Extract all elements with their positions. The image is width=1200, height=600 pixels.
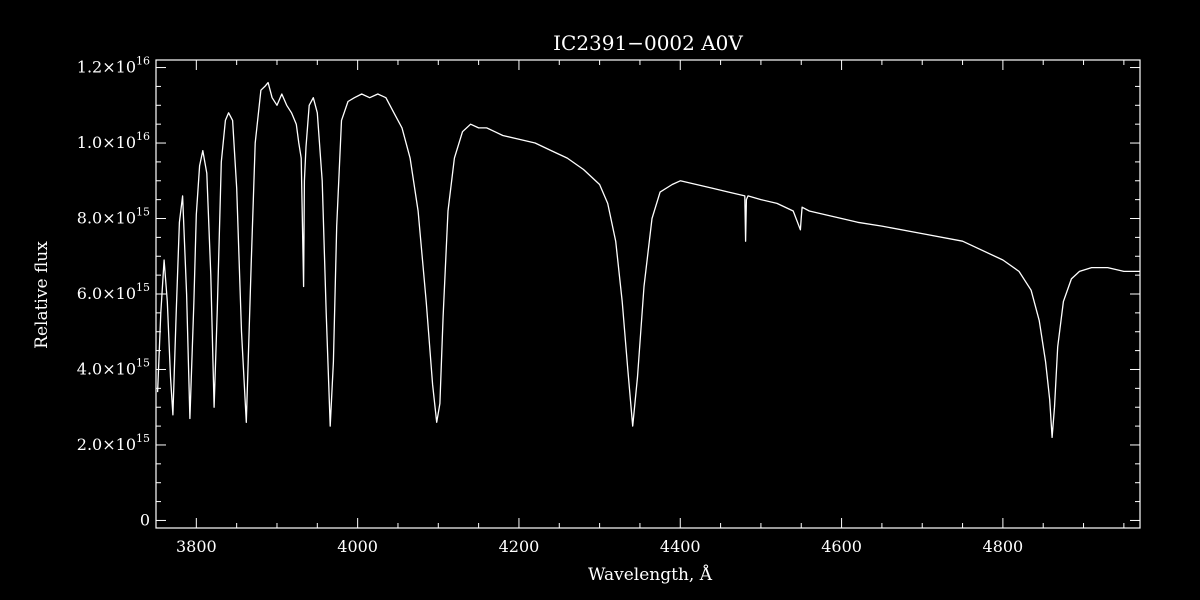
x-tick-label: 4800 (983, 537, 1024, 556)
chart-title: IC2391−0002 A0V (553, 31, 743, 55)
y-tick-label: 1.0×1016 (77, 130, 150, 152)
y-tick-label: 2.0×1015 (77, 432, 150, 454)
x-axis-title: Wavelength, Å (588, 564, 713, 585)
y-tick-label: 8.0×1015 (77, 206, 150, 228)
x-tick-label: 4200 (499, 537, 540, 556)
y-tick-label: 6.0×1015 (77, 281, 150, 303)
y-tick-label: 1.2×1016 (77, 55, 150, 77)
plot-frame (155, 59, 1141, 529)
axis-ticks (155, 60, 1140, 528)
y-tick-label: 4.0×1015 (77, 356, 150, 378)
spectrum-series-line (156, 81, 1140, 439)
x-tick-label: 4400 (660, 537, 701, 556)
series-layer (156, 81, 1140, 439)
x-tick-label: 3800 (176, 537, 217, 556)
y-axis-title: Relative flux (32, 241, 52, 349)
axis-tick-labels: 3800 4000 4200 4400 4600 4800 0 2.0×1015 4.0×101… (77, 55, 1023, 556)
x-tick-label: 4000 (337, 537, 378, 556)
x-tick-label: 4600 (821, 537, 862, 556)
y-tick-label: 0 (140, 510, 150, 529)
